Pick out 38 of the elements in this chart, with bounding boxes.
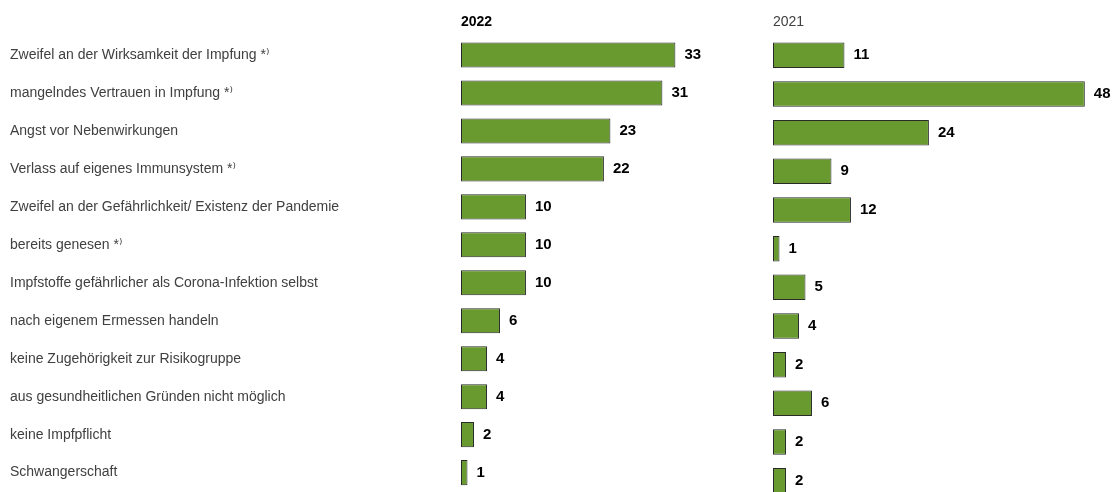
data-label: 10: [534, 272, 552, 290]
y-tick-label: Schwangerschaft: [10, 463, 118, 480]
y-tick-label: nach eigenem Ermessen handeln: [10, 311, 219, 328]
y-tick-label: Verlass auf eigenes Immunsystem *⁾: [10, 159, 236, 176]
data-label: 1: [476, 462, 485, 480]
data-label: 33: [684, 45, 702, 63]
data-label: 48: [1093, 84, 1111, 102]
data-label: 23: [619, 121, 637, 139]
y-tick-label: keine Zugehörigkeit zur Risikogruppe: [10, 349, 242, 366]
data-label: 12: [859, 200, 877, 218]
data-label: 2: [794, 470, 804, 488]
data-label: 10: [534, 234, 552, 252]
data-label: 6: [508, 310, 518, 328]
y-tick-label: Impfstoffe gefährlicher als Corona-Infektion selbst: [10, 273, 319, 290]
y-tick-label: bereits genesen *⁾: [10, 235, 123, 252]
data-label: 4: [495, 348, 505, 366]
y-tick-label: mangelndes Vertrauen in Impfung *⁾: [10, 83, 233, 100]
data-label: 22: [612, 159, 630, 177]
data-label: 1: [788, 238, 797, 256]
data-label: 2: [482, 424, 492, 442]
y-tick-label: Zweifel an der Wirksamkeit der Impfung *⁾: [10, 45, 270, 62]
chart-title: 2022: [461, 12, 493, 29]
y-tick-label: Zweifel an der Gefährlichkeit/ Existenz der Pandemie: [10, 197, 340, 214]
data-label: 2: [794, 354, 804, 372]
y-tick-label: keine Impfpflicht: [10, 425, 112, 442]
data-label: 6: [820, 393, 830, 411]
y-tick-label: Angst vor Nebenwirkungen: [10, 121, 179, 138]
data-label: 5: [814, 277, 823, 295]
data-label: 11: [853, 45, 870, 63]
data-label: 31: [671, 83, 689, 101]
data-label: 2: [794, 432, 804, 450]
data-label: 9: [840, 161, 849, 179]
data-label: 4: [495, 386, 505, 404]
data-label: 24: [937, 122, 956, 140]
y-tick-label: aus gesundheitlichen Gründen nicht möglich: [10, 387, 286, 404]
data-label: 10: [534, 196, 552, 214]
data-label: 4: [807, 316, 817, 334]
chart-title: 2021: [773, 12, 805, 29]
